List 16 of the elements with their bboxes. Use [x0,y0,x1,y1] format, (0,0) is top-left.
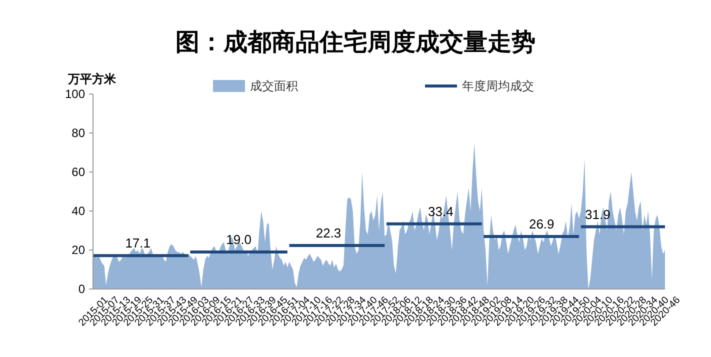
y-tick-label: 20 [72,243,86,258]
y-tick-label: 80 [72,126,86,140]
legend-label: 成交面积 [250,79,298,94]
y-tick-label: 60 [72,165,86,180]
annotation: 31.9 [585,206,610,222]
annotation: 17.1 [125,236,151,251]
legend-label: 年度周均成交 [462,79,534,94]
y-axis-title: 万平方米 [67,72,117,86]
annotation: 22.3 [316,226,342,241]
annotation: 33.4 [428,204,454,219]
chart-title: 图：成都商品住宅周度成交量走势 [176,27,536,56]
y-tick-label: 100 [64,87,86,102]
y-tick-label: 0 [78,282,86,296]
annotation: 26.9 [528,216,554,232]
y-tick-label: 40 [72,204,86,218]
annotation: 19.0 [226,232,252,247]
